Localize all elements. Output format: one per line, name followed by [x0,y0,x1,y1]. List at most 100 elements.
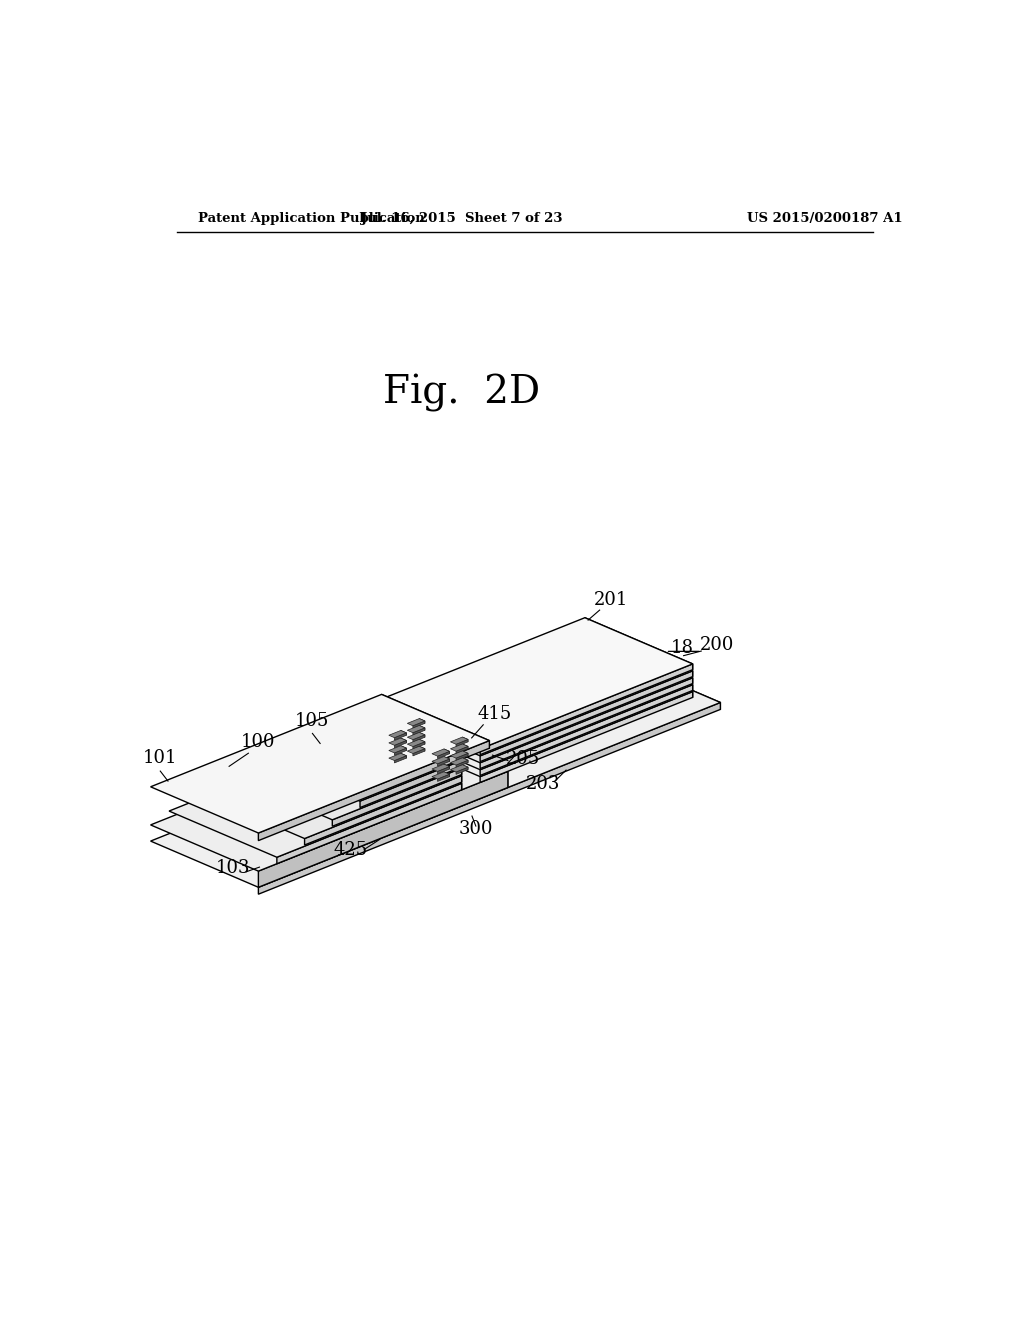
Polygon shape [400,738,407,743]
Polygon shape [389,746,407,752]
Text: 201: 201 [594,590,629,609]
Text: 300: 300 [459,820,494,838]
Polygon shape [389,738,407,746]
Text: 203: 203 [525,775,560,793]
Polygon shape [419,726,425,730]
Polygon shape [419,746,425,751]
Polygon shape [432,748,450,756]
Polygon shape [432,772,450,779]
Polygon shape [451,758,468,766]
Polygon shape [612,656,720,709]
Polygon shape [413,742,425,748]
Polygon shape [451,764,468,772]
Polygon shape [463,764,468,770]
Text: 415: 415 [477,705,512,722]
Polygon shape [480,664,692,755]
Text: Patent Application Publication: Patent Application Publication [199,213,425,224]
Polygon shape [373,631,692,763]
Polygon shape [437,751,450,759]
Polygon shape [437,775,450,781]
Polygon shape [389,730,407,738]
Polygon shape [258,741,489,841]
Polygon shape [151,656,720,887]
Polygon shape [408,746,425,754]
Polygon shape [224,722,462,820]
Polygon shape [373,645,692,776]
Polygon shape [373,618,692,748]
Polygon shape [354,714,462,767]
Polygon shape [444,748,450,754]
Polygon shape [480,671,692,762]
Polygon shape [585,645,692,697]
Polygon shape [400,725,508,788]
Polygon shape [382,694,489,748]
Polygon shape [451,751,468,758]
Polygon shape [480,692,692,783]
Text: 425: 425 [334,841,368,859]
Text: 101: 101 [143,750,177,767]
Polygon shape [456,767,468,775]
Text: 205: 205 [506,750,541,768]
Polygon shape [276,783,462,863]
Polygon shape [480,677,692,768]
Polygon shape [456,739,468,747]
Polygon shape [252,714,462,801]
Polygon shape [585,639,692,690]
Polygon shape [413,721,425,729]
Polygon shape [451,737,468,744]
Polygon shape [400,730,407,735]
Polygon shape [394,741,407,747]
Polygon shape [408,739,425,747]
Polygon shape [444,764,450,770]
Polygon shape [444,756,450,762]
Polygon shape [413,748,425,756]
Polygon shape [333,768,462,826]
Text: US 2015/0200187 A1: US 2015/0200187 A1 [746,213,902,224]
Polygon shape [437,767,450,774]
Text: 100: 100 [241,733,275,751]
Polygon shape [258,771,508,887]
Polygon shape [456,760,468,767]
Polygon shape [451,744,468,751]
Polygon shape [360,760,462,808]
Text: 105: 105 [295,711,330,730]
Polygon shape [444,772,450,776]
Polygon shape [585,631,692,684]
Polygon shape [373,639,692,770]
Polygon shape [585,624,692,677]
Polygon shape [354,730,462,783]
Text: 18: 18 [671,639,694,657]
Polygon shape [437,759,450,766]
Polygon shape [463,758,468,763]
Text: Fig.  2D: Fig. 2D [383,375,541,412]
Polygon shape [389,754,407,760]
Polygon shape [456,754,468,760]
Polygon shape [413,735,425,742]
Polygon shape [419,733,425,737]
Polygon shape [432,764,450,771]
Polygon shape [394,748,407,755]
Polygon shape [151,725,508,871]
Polygon shape [197,730,462,838]
Polygon shape [169,737,462,857]
Polygon shape [463,737,468,742]
Polygon shape [408,718,425,726]
Polygon shape [408,726,425,733]
Polygon shape [400,746,407,751]
Polygon shape [400,754,407,758]
Polygon shape [413,727,425,735]
Polygon shape [394,733,407,741]
Polygon shape [373,624,692,756]
Polygon shape [258,702,720,894]
Polygon shape [408,733,425,739]
Text: 103: 103 [215,859,250,878]
Polygon shape [480,685,692,775]
Polygon shape [394,756,407,763]
Text: Jul. 16, 2015  Sheet 7 of 23: Jul. 16, 2015 Sheet 7 of 23 [360,213,562,224]
Polygon shape [151,694,489,833]
Polygon shape [419,718,425,723]
Polygon shape [419,739,425,744]
Polygon shape [463,751,468,755]
Polygon shape [456,746,468,754]
Polygon shape [354,737,462,789]
